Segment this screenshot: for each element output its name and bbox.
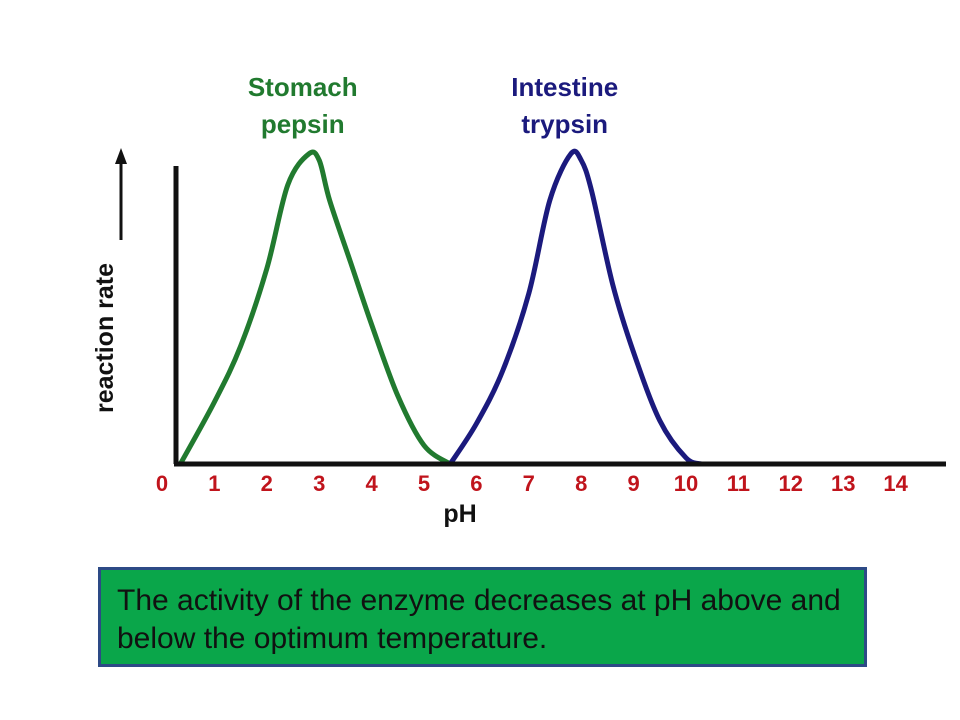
y-axis-title: reaction rate [91, 263, 119, 413]
caption-box: The activity of the enzyme decreases at … [98, 567, 867, 667]
x-tick-label: 1 [208, 471, 220, 496]
caption-text: The activity of the enzyme decreases at … [117, 584, 841, 655]
series-label-trypsin: Intestine [511, 72, 618, 102]
x-tick-label: 4 [365, 471, 378, 496]
curves [177, 148, 705, 467]
x-tick-label: 14 [883, 471, 908, 496]
x-tick-label: 9 [627, 471, 639, 496]
series-label-pepsin: Stomach [248, 72, 358, 102]
enzyme-ph-chart: Stomach pepsin Intestine trypsin reaction r… [91, 72, 946, 528]
x-tick-label: 0 [156, 471, 168, 496]
x-tick-label: 3 [313, 471, 325, 496]
x-tick-labels: 0 1 2 3 4 5 6 7 8 9 10 11 12 13 14 [156, 471, 909, 496]
x-tick-label: 6 [470, 471, 482, 496]
x-tick-label: 5 [418, 471, 430, 496]
x-tick-label: 7 [523, 471, 535, 496]
series-label-trypsin: trypsin [521, 109, 608, 139]
series-label-pepsin: pepsin [261, 109, 345, 139]
x-tick-label: 11 [727, 471, 750, 496]
x-tick-label: 12 [779, 471, 803, 496]
series-line-trypsin [447, 148, 705, 467]
x-tick-label: 8 [575, 471, 587, 496]
x-tick-label: 13 [831, 471, 855, 496]
y-axis-arrow [115, 148, 127, 240]
series-line-pepsin [177, 149, 453, 467]
x-tick-label: 10 [674, 471, 698, 496]
x-tick-label: 2 [261, 471, 273, 496]
x-axis-title: pH [443, 500, 476, 528]
series-labels: Stomach pepsin Intestine trypsin [248, 72, 618, 139]
